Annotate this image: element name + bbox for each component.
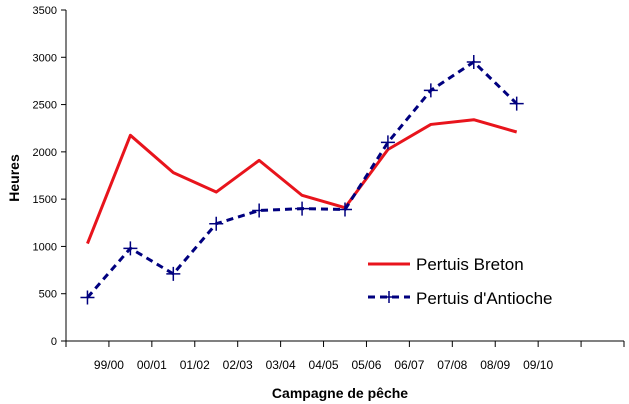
legend-label-pertuis-breton: Pertuis Breton — [416, 255, 524, 274]
y-tick-label: 2500 — [33, 100, 57, 112]
data-point-marker — [423, 83, 438, 98]
data-point-marker — [80, 290, 95, 305]
x-tick-label: 04/05 — [309, 358, 339, 372]
y-tick-label: 0 — [51, 336, 57, 348]
y-axis-ticks: 0 500 1000 1500 2000 2500 3000 3500 — [33, 5, 66, 348]
data-point-marker — [166, 266, 181, 281]
data-point-marker — [380, 135, 395, 150]
y-tick-label: 3500 — [33, 5, 57, 17]
data-point-marker — [209, 216, 224, 231]
data-point-marker — [466, 55, 481, 70]
x-tick-label: 05/06 — [351, 358, 381, 372]
x-tick-label: 00/01 — [137, 358, 167, 372]
series-layer — [80, 55, 524, 305]
x-tick-label: 99/00 — [94, 358, 124, 372]
y-tick-label: 3000 — [33, 52, 57, 64]
legend: Pertuis Breton Pertuis d'Antioche — [368, 255, 553, 308]
x-axis-title: Campagne de pêche — [272, 385, 408, 401]
y-tick-label: 1500 — [33, 194, 57, 206]
y-tick-label: 1000 — [33, 241, 57, 253]
x-tick-label: 02/03 — [223, 358, 253, 372]
x-tick-label: 08/09 — [480, 358, 510, 372]
x-tick-label: 09/10 — [523, 358, 553, 372]
axes — [65, 10, 624, 342]
legend-marker-pertuis-antioche — [383, 291, 395, 303]
data-point-marker — [295, 201, 310, 216]
x-tick-label: 01/02 — [180, 358, 210, 372]
data-point-marker — [338, 202, 352, 217]
x-tick-label: 03/04 — [266, 358, 296, 372]
x-tick-label: 07/08 — [437, 358, 467, 372]
legend-label-pertuis-antioche: Pertuis d'Antioche — [416, 289, 553, 308]
data-point-marker — [509, 96, 524, 111]
y-tick-label: 500 — [39, 289, 57, 301]
x-axis-ticks: 99/00 00/01 01/02 02/03 03/04 04/05 05/06 06/07… — [65, 341, 625, 372]
series-line-pertuis-breton — [86, 118, 518, 245]
y-tick-label: 2000 — [33, 147, 57, 159]
x-tick-label: 06/07 — [394, 358, 424, 372]
data-point-marker — [123, 241, 138, 256]
y-axis-title: Heures — [6, 154, 22, 202]
data-point-marker — [252, 203, 267, 218]
